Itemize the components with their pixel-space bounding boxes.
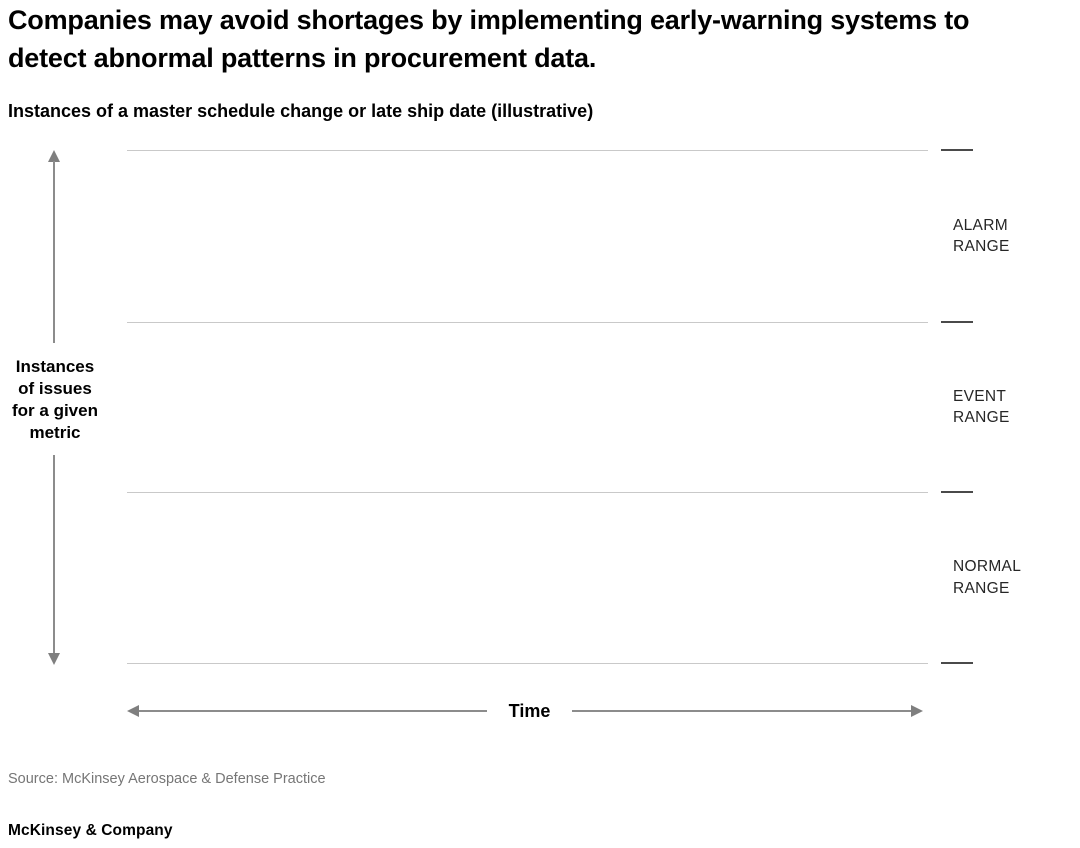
- x-axis-line-left: [139, 710, 487, 712]
- right-tick-top: [941, 149, 973, 151]
- alarm-range-label: ALARM RANGE: [953, 216, 1010, 256]
- band-boundary-line-alarm-event: [127, 322, 928, 323]
- right-tick-bottom: [941, 662, 973, 664]
- x-axis-arrowhead-right-icon: [911, 705, 923, 717]
- y-axis-line-upper: [53, 161, 55, 343]
- right-tick-alarm-event: [941, 321, 973, 323]
- normal-range-band: NORMAL RANGE: [953, 492, 1049, 663]
- event-range-band: EVENT RANGE: [953, 322, 1049, 492]
- band-boundary-line-bottom: [127, 663, 928, 664]
- exhibit-title: Companies may avoid shortages by impleme…: [8, 5, 970, 73]
- y-axis-arrowhead-down-icon: [48, 653, 60, 665]
- x-axis-label: Time: [508, 701, 551, 721]
- band-boundary-line-top: [127, 150, 928, 151]
- y-axis-label: Instances of issues for a given metric: [12, 357, 98, 442]
- y-axis-line-lower: [53, 455, 55, 653]
- x-axis-arrowhead-left-icon: [127, 705, 139, 717]
- chart-subtitle: Instances of a master schedule change or…: [8, 101, 594, 121]
- alarm-range-band: ALARM RANGE: [953, 150, 1049, 322]
- normal-range-label: NORMAL RANGE: [953, 558, 1022, 597]
- y-axis-arrowhead-up-icon: [48, 150, 60, 162]
- source-note: Source: McKinsey Aerospace & Defense Pra…: [8, 771, 326, 787]
- event-range-label: EVENT RANGE: [953, 387, 1010, 427]
- mckinsey-logo: McKinsey & Company: [8, 822, 173, 839]
- x-axis-line-right: [572, 710, 911, 712]
- right-tick-event-normal: [941, 491, 973, 493]
- band-boundary-line-event-normal: [127, 492, 928, 493]
